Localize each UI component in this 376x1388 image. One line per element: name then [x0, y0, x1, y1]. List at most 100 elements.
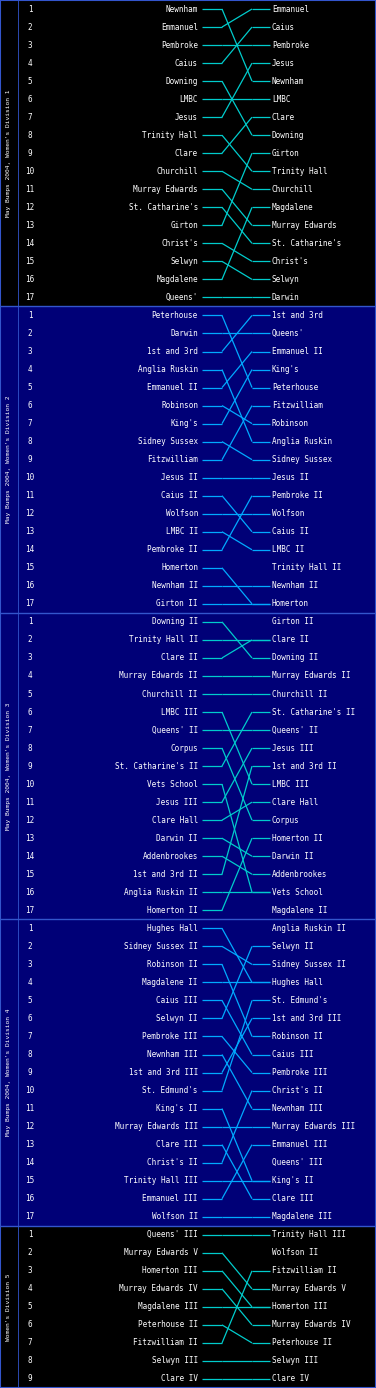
Text: Sidney Sussex II: Sidney Sussex II: [124, 942, 198, 951]
Text: Jesus: Jesus: [175, 112, 198, 122]
Text: Sidney Sussex: Sidney Sussex: [272, 455, 332, 464]
Text: 4: 4: [28, 979, 32, 987]
Text: Peterhouse: Peterhouse: [272, 383, 318, 391]
Text: Queens' III: Queens' III: [147, 1230, 198, 1239]
Text: Jesus: Jesus: [272, 58, 295, 68]
Text: Caius: Caius: [272, 22, 295, 32]
Text: Christ's II: Christ's II: [147, 1158, 198, 1167]
Text: 1st and 3rd: 1st and 3rd: [272, 311, 323, 321]
Text: Queens': Queens': [272, 329, 305, 339]
Text: Fitzwilliam II: Fitzwilliam II: [272, 1266, 337, 1276]
Text: LMBC: LMBC: [272, 94, 291, 104]
Text: Emmanuel III: Emmanuel III: [143, 1194, 198, 1203]
Text: Selwyn III: Selwyn III: [152, 1356, 198, 1366]
Text: Caius II: Caius II: [161, 491, 198, 500]
Text: Corpus: Corpus: [170, 744, 198, 752]
Text: Magdalene III: Magdalene III: [138, 1302, 198, 1312]
Text: Murray Edwards III: Murray Edwards III: [115, 1122, 198, 1131]
Text: Queens' II: Queens' II: [272, 726, 318, 734]
Text: Homerton: Homerton: [161, 564, 198, 572]
Text: Vets School: Vets School: [147, 780, 198, 788]
Text: Queens' II: Queens' II: [152, 726, 198, 734]
Text: Selwyn: Selwyn: [170, 257, 198, 266]
Text: 11: 11: [25, 185, 35, 194]
Text: Caius: Caius: [175, 58, 198, 68]
Text: Murray Edwards II: Murray Edwards II: [119, 672, 198, 680]
Text: 1st and 3rd II: 1st and 3rd II: [272, 762, 337, 770]
Bar: [0, 613, 18, 919]
Text: 6: 6: [28, 401, 32, 409]
Text: Newnham III: Newnham III: [147, 1049, 198, 1059]
Text: Addenbrookes: Addenbrookes: [272, 870, 327, 879]
Text: Sidney Sussex: Sidney Sussex: [138, 437, 198, 446]
Text: St. Edmund's: St. Edmund's: [143, 1085, 198, 1095]
Text: 5: 5: [28, 76, 32, 86]
Text: 12: 12: [25, 1122, 35, 1131]
Text: King's: King's: [272, 365, 300, 373]
Text: 14: 14: [25, 239, 35, 248]
Text: 13: 13: [25, 221, 35, 230]
Text: Homerton III: Homerton III: [272, 1302, 327, 1312]
Text: 9: 9: [28, 762, 32, 770]
Text: Jesus II: Jesus II: [161, 473, 198, 482]
Text: St. Edmund's: St. Edmund's: [272, 997, 327, 1005]
Text: Selwyn: Selwyn: [272, 275, 300, 285]
Text: Clare: Clare: [175, 149, 198, 158]
Text: Trinity Hall III: Trinity Hall III: [124, 1176, 198, 1185]
Text: 4: 4: [28, 365, 32, 373]
Text: Emmanuel II: Emmanuel II: [147, 383, 198, 391]
Text: Emmanuel: Emmanuel: [161, 22, 198, 32]
Text: 6: 6: [28, 1320, 32, 1330]
Text: 8: 8: [28, 744, 32, 752]
Text: May Bumps 2004, Women's Division 3: May Bumps 2004, Women's Division 3: [6, 702, 12, 830]
Text: 2: 2: [28, 329, 32, 339]
Text: 14: 14: [25, 852, 35, 861]
Text: Peterhouse II: Peterhouse II: [138, 1320, 198, 1330]
Text: Robinson: Robinson: [161, 401, 198, 409]
Text: 17: 17: [25, 600, 35, 608]
Text: 12: 12: [25, 509, 35, 518]
Text: Murray Edwards V: Murray Edwards V: [272, 1284, 346, 1294]
Text: Hughes Hall: Hughes Hall: [272, 979, 323, 987]
Text: 3: 3: [28, 654, 32, 662]
Text: Homerton II: Homerton II: [147, 906, 198, 915]
Text: 1st and 3rd: 1st and 3rd: [147, 347, 198, 355]
Text: Clare Hall: Clare Hall: [272, 798, 318, 806]
Text: Trinity Hall III: Trinity Hall III: [272, 1230, 346, 1239]
Text: 16: 16: [25, 582, 35, 590]
Text: Girton: Girton: [272, 149, 300, 158]
Text: 8: 8: [28, 437, 32, 446]
Text: Caius III: Caius III: [272, 1049, 314, 1059]
Text: Pembroke III: Pembroke III: [272, 1067, 327, 1077]
Text: Magdalene: Magdalene: [156, 275, 198, 285]
Text: St. Catharine's II: St. Catharine's II: [272, 708, 355, 716]
Text: Selwyn III: Selwyn III: [272, 1356, 318, 1366]
Text: Trinity Hall II: Trinity Hall II: [129, 636, 198, 644]
Text: King's II: King's II: [272, 1176, 314, 1185]
Text: 1st and 3rd III: 1st and 3rd III: [272, 1015, 341, 1023]
Text: Anglia Ruskin: Anglia Ruskin: [272, 437, 332, 446]
Text: 12: 12: [25, 203, 35, 212]
Text: Wolfson II: Wolfson II: [272, 1248, 318, 1258]
Text: Murray Edwards IV: Murray Edwards IV: [272, 1320, 351, 1330]
Text: 16: 16: [25, 1194, 35, 1203]
Text: Anglia Ruskin II: Anglia Ruskin II: [124, 888, 198, 897]
Text: Girton: Girton: [170, 221, 198, 230]
Text: 11: 11: [25, 798, 35, 806]
Text: Addenbrookes: Addenbrookes: [143, 852, 198, 861]
Text: Wolfson: Wolfson: [272, 509, 305, 518]
Text: Churchill II: Churchill II: [272, 690, 327, 698]
Text: Emmanuel: Emmanuel: [272, 4, 309, 14]
Text: Hughes Hall: Hughes Hall: [147, 924, 198, 933]
Text: Pembroke: Pembroke: [161, 40, 198, 50]
Text: Clare II: Clare II: [272, 636, 309, 644]
Text: 2: 2: [28, 1248, 32, 1258]
Text: 2: 2: [28, 22, 32, 32]
Text: Christ's: Christ's: [161, 239, 198, 248]
Text: 1: 1: [28, 1230, 32, 1239]
Text: Downing II: Downing II: [152, 618, 198, 626]
Text: Churchill: Churchill: [272, 185, 314, 194]
Text: 3: 3: [28, 347, 32, 355]
Text: 8: 8: [28, 130, 32, 140]
Text: 9: 9: [28, 1067, 32, 1077]
